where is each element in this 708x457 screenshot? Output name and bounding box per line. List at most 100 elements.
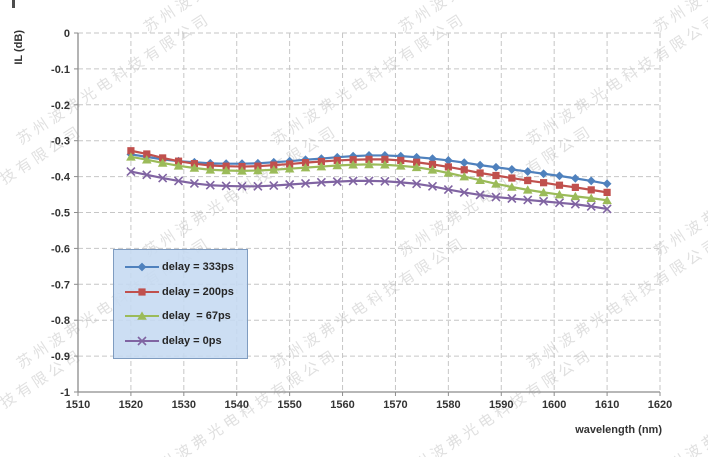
triangle-marker bbox=[443, 168, 454, 177]
x-marker bbox=[412, 179, 422, 189]
square-marker bbox=[301, 158, 310, 167]
square-marker bbox=[317, 157, 325, 166]
x-marker bbox=[539, 196, 549, 206]
square-marker bbox=[365, 155, 373, 163]
square-marker bbox=[333, 156, 341, 165]
diamond-marker bbox=[523, 167, 533, 176]
square-marker bbox=[174, 157, 183, 165]
x-marker bbox=[507, 193, 517, 204]
diamond-marker bbox=[428, 154, 437, 164]
x-marker bbox=[173, 176, 184, 186]
square-marker bbox=[270, 161, 278, 169]
x-marker bbox=[427, 181, 438, 191]
square-marker bbox=[286, 160, 294, 168]
x-marker bbox=[158, 173, 168, 183]
y-tick-label: -0.9 bbox=[51, 351, 70, 363]
x-marker bbox=[459, 187, 469, 197]
triangle-marker bbox=[205, 165, 216, 174]
x-marker bbox=[364, 176, 374, 186]
x-marker bbox=[491, 192, 501, 202]
square-marker bbox=[555, 181, 564, 189]
triangle-marker bbox=[253, 165, 263, 175]
series-delay-67ps bbox=[126, 152, 612, 205]
triangle-marker bbox=[332, 160, 343, 170]
x-marker bbox=[475, 190, 485, 200]
triangle-marker bbox=[364, 159, 374, 169]
triangle-marker bbox=[427, 165, 438, 174]
x-tick-label: 1540 bbox=[224, 399, 248, 411]
axes bbox=[74, 32, 661, 396]
triangle-marker bbox=[586, 193, 597, 202]
triangle-marker bbox=[268, 165, 279, 174]
triangle-marker bbox=[348, 160, 358, 169]
triangle-marker bbox=[522, 185, 533, 194]
x-marker bbox=[205, 180, 215, 190]
square-marker bbox=[349, 156, 357, 164]
legend-item: delay = 200ps bbox=[124, 285, 245, 299]
x-marker bbox=[570, 199, 580, 209]
triangle-marker bbox=[157, 158, 168, 167]
x-tick-label: 1600 bbox=[542, 399, 566, 411]
x-tick-label: 1620 bbox=[648, 399, 672, 411]
diamond-marker bbox=[586, 176, 596, 186]
x-tick-label: 1520 bbox=[119, 399, 143, 411]
x-tick-label: 1580 bbox=[436, 399, 460, 411]
diamond-marker bbox=[555, 171, 564, 181]
triangle-marker bbox=[491, 179, 501, 188]
square-marker bbox=[508, 174, 516, 182]
x-marker bbox=[137, 336, 147, 346]
x-tick-label: 1530 bbox=[172, 399, 196, 411]
square-marker bbox=[428, 160, 437, 168]
x-marker bbox=[189, 178, 199, 188]
square-marker bbox=[540, 179, 548, 187]
triangle-marker bbox=[137, 311, 147, 321]
legend-item: delay = 333ps bbox=[124, 260, 245, 274]
x-marker bbox=[396, 177, 406, 187]
gridlines bbox=[78, 32, 661, 392]
y-tick-label: -0.3 bbox=[51, 136, 70, 148]
legend-marker-diamond-icon bbox=[125, 262, 159, 272]
x-tick-label: 1610 bbox=[595, 399, 619, 411]
triangle-marker bbox=[475, 175, 485, 184]
triangle-marker bbox=[126, 152, 136, 161]
square-marker bbox=[571, 183, 579, 191]
square-marker bbox=[524, 176, 532, 185]
legend-item-label: delay = 200ps bbox=[162, 285, 234, 298]
x-marker bbox=[554, 198, 565, 208]
legend-item-label: delay = 0ps bbox=[162, 334, 222, 347]
square-marker bbox=[159, 154, 167, 162]
diamond-marker bbox=[459, 158, 469, 167]
square-marker bbox=[476, 169, 484, 177]
x-tick-label: 1510 bbox=[66, 399, 90, 411]
x-tick-label: 1590 bbox=[489, 399, 513, 411]
legend-item: delay = 0ps bbox=[124, 334, 245, 348]
y-tick-label: 0 bbox=[64, 28, 70, 40]
diamond-marker bbox=[507, 165, 517, 174]
square-marker bbox=[413, 158, 421, 166]
square-marker bbox=[127, 147, 135, 155]
y-tick-label: -0.4 bbox=[51, 172, 71, 184]
x-marker bbox=[380, 176, 390, 186]
x-marker bbox=[300, 178, 311, 188]
diamond-marker bbox=[602, 179, 612, 189]
x-marker bbox=[602, 204, 612, 214]
square-marker bbox=[492, 171, 500, 180]
square-marker bbox=[460, 166, 468, 174]
legend-marker-square-icon bbox=[125, 288, 159, 296]
triangle-marker bbox=[300, 163, 311, 172]
diamond-marker bbox=[475, 160, 485, 170]
legend-marker-triangle-icon bbox=[125, 311, 159, 321]
diamond-marker bbox=[539, 169, 548, 179]
square-marker bbox=[587, 186, 595, 194]
x-marker bbox=[126, 167, 136, 177]
x-marker bbox=[316, 177, 326, 187]
triangle-marker bbox=[459, 172, 470, 181]
tick-labels: 0-0.1-0.2-0.3-0.4-0.5-0.6-0.7-0.8-0.9-11… bbox=[51, 28, 672, 411]
legend-item-label: delay = 67ps bbox=[162, 310, 231, 323]
triangle-marker bbox=[411, 162, 422, 172]
legend-marker-x-icon bbox=[125, 336, 159, 346]
x-marker bbox=[269, 181, 279, 191]
triangle-marker bbox=[554, 189, 565, 199]
